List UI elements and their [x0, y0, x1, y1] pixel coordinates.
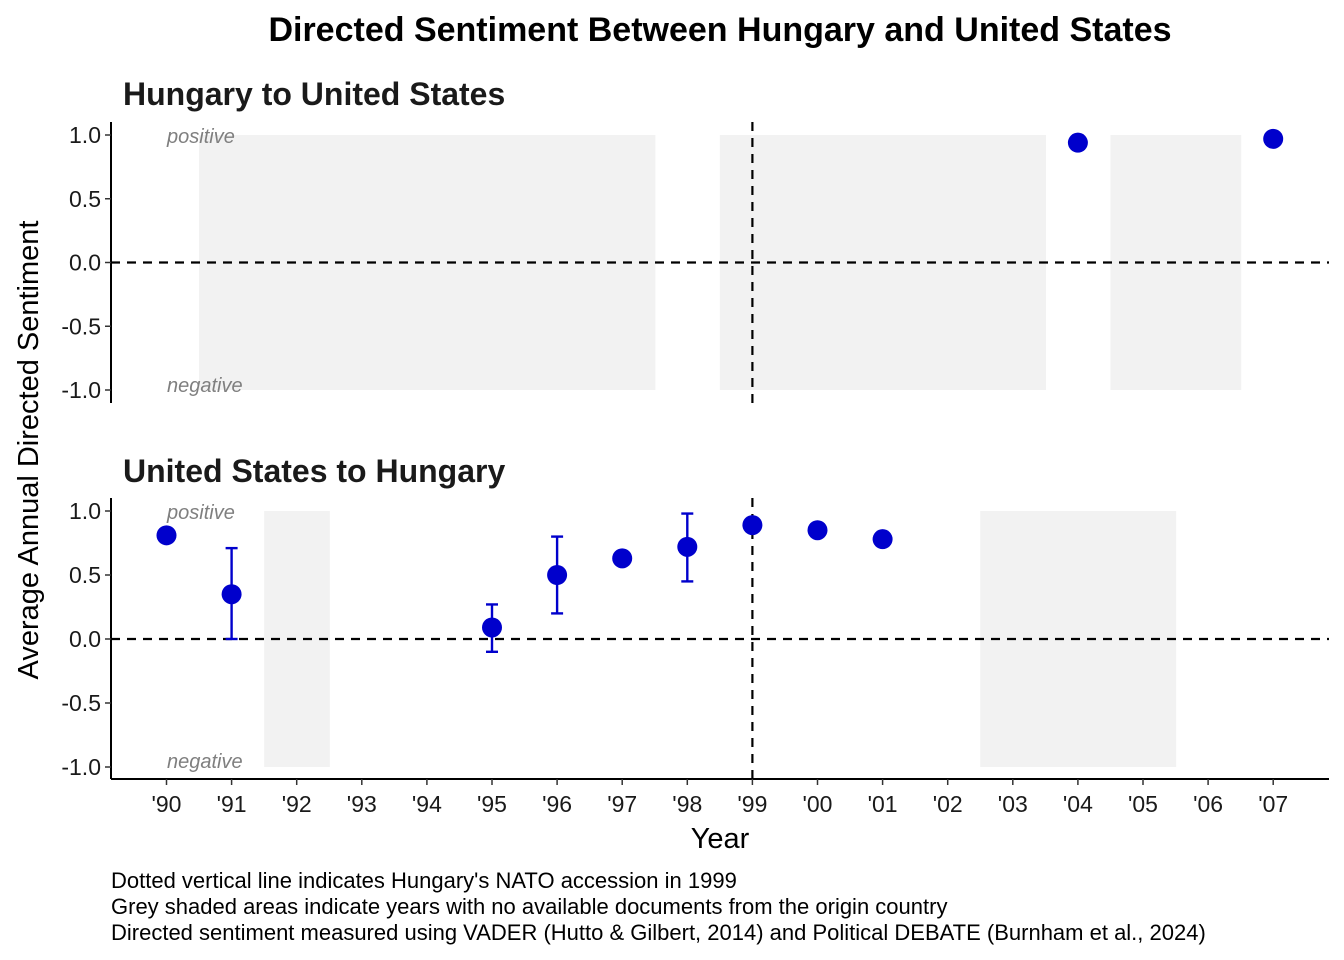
panel-1-points — [156, 512, 893, 653]
panel-0-negative-label: negative — [167, 375, 243, 397]
y-tick-label: 0.5 — [69, 562, 101, 588]
x-tick-label: '92 — [282, 791, 312, 817]
panel-0-positive-label: positive — [166, 126, 235, 148]
x-tick-label: '98 — [672, 791, 702, 817]
panel-1-y-axis: 1.0 0.5 0.0 -0.5 -1.0 — [61, 498, 112, 780]
x-axis-label: Year — [691, 823, 750, 855]
x-tick-label: '97 — [607, 791, 637, 817]
y-tick-label: 1.0 — [69, 498, 101, 524]
panel-0-y-axis: 1.0 0.5 0.0 -0.5 -1.0 — [61, 122, 112, 403]
panel-0-title: Hungary to United States — [123, 76, 505, 112]
x-tick-label: '04 — [1063, 791, 1093, 817]
x-tick-label: '05 — [1128, 791, 1158, 817]
panel-hungary-to-us: 1.0 0.5 0.0 -0.5 -1.0 Hungary to United Stat… — [61, 76, 1329, 403]
y-tick-label: 0.5 — [69, 186, 101, 212]
x-tick-label: '96 — [542, 791, 572, 817]
x-tick-label: '00 — [803, 791, 833, 817]
x-axis: '90 '91 '92 '93 '94 '95 '96 '97 '98 '99 '00 '01 '02 '… — [111, 778, 1329, 817]
panel-1-reference-lines — [111, 498, 1329, 779]
x-tick-label: '07 — [1258, 791, 1288, 817]
data-point-1999 — [742, 515, 763, 536]
panel-us-to-hungary: 1.0 0.5 0.0 -0.5 -1.0 United States to Hunga… — [61, 453, 1329, 780]
note-shading: Grey shaded areas indicate years with no… — [111, 894, 947, 919]
x-tick-label: '02 — [933, 791, 963, 817]
data-point-1998 — [677, 536, 698, 557]
x-tick-label: '99 — [737, 791, 767, 817]
y-tick-label: -1.0 — [61, 754, 101, 780]
x-tick-label: '01 — [868, 791, 898, 817]
y-tick-label: -0.5 — [61, 313, 101, 339]
x-tick-label: '06 — [1193, 791, 1223, 817]
panel-1-positive-label: positive — [166, 502, 235, 524]
x-tick-label: '03 — [998, 791, 1028, 817]
data-point-1995 — [482, 617, 502, 638]
x-tick-label: '94 — [412, 791, 442, 817]
data-point-2007 — [1263, 128, 1284, 149]
data-point-1990 — [156, 525, 177, 546]
panel-0-points — [1067, 128, 1284, 153]
x-tick-label: '91 — [217, 791, 247, 817]
chart-title: Directed Sentiment Between Hungary and U… — [268, 11, 1171, 49]
data-point-1997 — [612, 548, 633, 569]
panel-1-title: United States to Hungary — [123, 453, 505, 489]
y-tick-label: -0.5 — [61, 690, 101, 716]
y-tick-label: -1.0 — [61, 377, 101, 403]
x-tick-label: '93 — [347, 791, 377, 817]
data-point-2001 — [872, 529, 893, 550]
x-tick-label: '95 — [477, 791, 507, 817]
note-nato: Dotted vertical line indicates Hungary's… — [111, 868, 737, 893]
y-tick-label: 1.0 — [69, 122, 101, 148]
data-point-1991 — [221, 584, 242, 605]
note-method: Directed sentiment measured using VADER … — [111, 920, 1206, 945]
data-point-2000 — [807, 520, 828, 541]
y-tick-label: 0.0 — [69, 626, 101, 652]
x-tick-label: '90 — [152, 791, 182, 817]
panel-1-negative-label: negative — [167, 751, 243, 773]
y-axis-label: Average Annual Directed Sentiment — [13, 221, 45, 680]
data-point-1996 — [547, 565, 568, 585]
data-point-2004 — [1067, 132, 1088, 153]
panel-0-reference-lines — [111, 122, 1329, 403]
y-tick-label: 0.0 — [69, 250, 101, 276]
